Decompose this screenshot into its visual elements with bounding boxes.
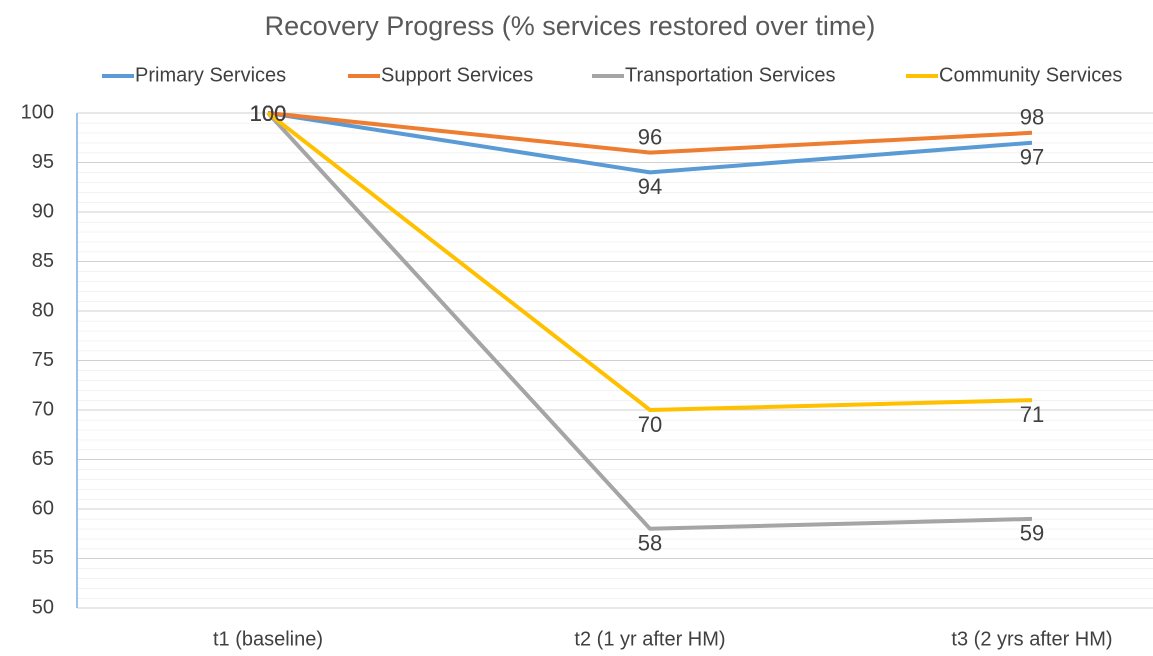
series-line: [266, 111, 1033, 412]
y-tick-label: 90: [32, 200, 54, 222]
y-tick-label: 50: [32, 596, 54, 618]
y-tick-label: 100: [21, 101, 54, 123]
data-label: 100: [250, 101, 287, 126]
legend-label: Primary Services: [135, 64, 286, 86]
y-tick-label: 85: [32, 250, 54, 272]
x-tick-label: t2 (1 yr after HM): [574, 628, 725, 650]
legend-label: Transportation Services: [625, 64, 835, 86]
y-tick-label: 95: [32, 151, 54, 173]
y-tick-label: 80: [32, 299, 54, 321]
x-tick-label: t3 (2 yrs after HM): [951, 628, 1112, 650]
y-tick-label: 70: [32, 398, 54, 420]
x-tick-label: t1 (baseline): [213, 628, 323, 650]
chart-title: Recovery Progress (% services restored o…: [265, 11, 876, 41]
data-label: 94: [638, 174, 662, 199]
series-line: [267, 111, 1033, 175]
y-tick-label: 60: [32, 497, 54, 519]
data-label: 96: [638, 124, 662, 149]
y-tick-label: 75: [32, 349, 54, 371]
series-line: [266, 111, 1033, 531]
y-tick-label: 65: [32, 448, 54, 470]
series-line: [267, 111, 1033, 155]
data-label: 58: [638, 531, 662, 556]
data-label: 59: [1020, 521, 1044, 546]
y-tick-label: 55: [32, 547, 54, 569]
data-label: 98: [1020, 105, 1044, 130]
data-label: 97: [1020, 145, 1044, 170]
data-label: 71: [1020, 402, 1044, 427]
legend-label: Community Services: [939, 64, 1122, 86]
data-label: 70: [638, 412, 662, 437]
legend-label: Support Services: [381, 64, 533, 86]
